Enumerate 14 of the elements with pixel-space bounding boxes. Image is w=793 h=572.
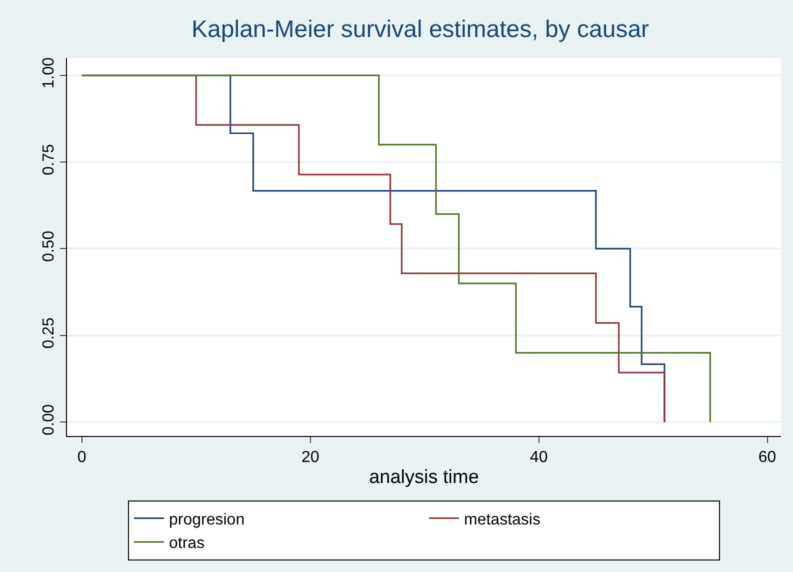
y-tick-label: 0.75 xyxy=(40,144,58,176)
y-tick-label: 1.00 xyxy=(40,57,58,89)
x-tick-label: 0 xyxy=(77,449,86,466)
y-tick-label: 0.50 xyxy=(40,230,58,262)
x-axis-title: analysis time xyxy=(369,467,479,488)
legend-label: otras xyxy=(169,535,205,552)
x-tick-label: 60 xyxy=(758,449,776,466)
y-tick-label: 0.00 xyxy=(40,404,58,436)
chart-title: Kaplan-Meier survival estimates, by causar xyxy=(192,16,650,43)
legend-label: progresion xyxy=(169,511,245,528)
legend-label: metastasis xyxy=(464,511,540,528)
x-tick-label: 40 xyxy=(530,449,548,466)
y-tick-label: 0.25 xyxy=(40,317,58,349)
x-tick-label: 20 xyxy=(301,449,320,466)
